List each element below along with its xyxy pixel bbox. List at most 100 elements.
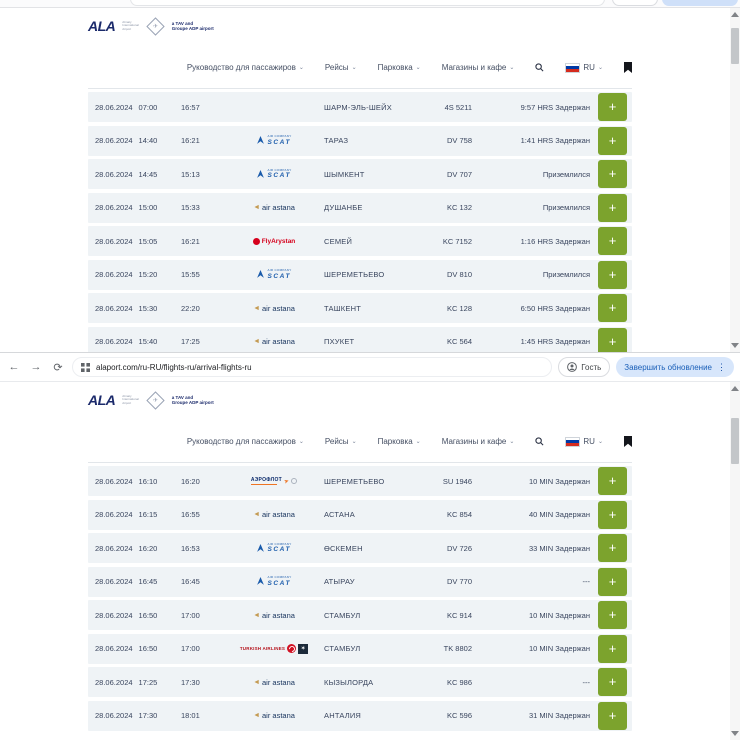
expand-flight-button[interactable]: + — [598, 126, 627, 155]
airport-logo[interactable]: ALA Almaty International Airport ✈ a TAV a… — [88, 16, 214, 36]
browser-toolbar: ← → ⟳ alaport.com/ru-RU/flights-ru/arriv… — [0, 352, 740, 382]
flight-status: 1:16 HRS Задержан — [520, 236, 590, 246]
scrollbar-thumb[interactable] — [731, 28, 739, 64]
expand-flight-button[interactable]: + — [598, 193, 627, 222]
scrollbar-down-arrow[interactable] — [731, 343, 739, 348]
flight-estimated-time: 17:00 — [181, 644, 200, 653]
ala-logo-text: ALA — [88, 392, 116, 408]
flight-row: 28.06.2024 15:00 15:33 ◄ air astana ДУШАНБ… — [88, 192, 632, 223]
flight-number: KC 854 — [446, 510, 472, 519]
expand-flight-button[interactable]: + — [598, 93, 627, 121]
site-info-icon[interactable] — [81, 362, 90, 372]
browser-chrome-top-remnant — [0, 0, 740, 8]
ala-logo-subtext: Almaty International Airport — [122, 19, 139, 31]
nav-shops-cafes[interactable]: Магазины и кафе ⌄ — [441, 63, 515, 72]
flight-status: 10 MIN Задержан — [528, 610, 590, 620]
tav-diamond-icon: ✈ — [146, 390, 165, 410]
address-bar[interactable]: alaport.com/ru-RU/flights-ru/arrival-fli… — [72, 357, 553, 377]
air-astana-logo: ◄ air astana — [253, 303, 295, 313]
flight-row: 28.06.2024 16:45 16:45 AIR COMPANY SCAT АТ… — [88, 566, 632, 597]
bookmark-icon[interactable] — [624, 62, 632, 73]
flight-estimated-time: 15:55 — [181, 270, 200, 279]
air-astana-bird-icon: ◄ — [253, 304, 260, 312]
expand-flight-button[interactable]: + — [598, 634, 627, 663]
browser-forward-button[interactable]: → — [30, 361, 42, 373]
nav-parking[interactable]: Парковка ⌄ — [377, 437, 421, 446]
nav-flights[interactable]: Рейсы ⌄ — [324, 437, 357, 446]
flight-status: 33 MIN Задержан — [528, 543, 590, 553]
flight-row: 28.06.2024 15:20 15:55 AIR COMPANY SCAT ШЕ… — [88, 259, 632, 290]
nav-parking[interactable]: Парковка ⌄ — [377, 63, 421, 72]
airline-logo-cell: AIR COMPANY SCAT — [229, 168, 319, 179]
flight-status: Приземлился — [542, 169, 590, 179]
expand-flight-button[interactable]: + — [598, 327, 627, 352]
flight-city: СТАМБУЛ — [324, 644, 361, 653]
nav-flights[interactable]: Рейсы ⌄ — [324, 63, 357, 72]
flight-status: 40 MIN Задержан — [528, 510, 590, 519]
scrollbar-down-arrow[interactable] — [731, 731, 739, 736]
expand-flight-button[interactable]: + — [598, 260, 627, 289]
search-icon[interactable] — [535, 63, 544, 72]
tav-diamond-icon: ✈ — [146, 16, 165, 36]
nav-shops-cafes[interactable]: Магазины и кафе ⌄ — [441, 437, 515, 446]
scrollbar[interactable] — [730, 8, 740, 352]
expand-flight-button[interactable]: + — [598, 294, 627, 322]
airline-logo-cell: AIR COMPANY SCAT — [229, 269, 319, 280]
expand-flight-button[interactable]: + — [598, 227, 627, 255]
expand-flight-button[interactable]: + — [598, 567, 627, 596]
flight-number: KC 986 — [446, 677, 472, 687]
scrollbar-up-arrow[interactable] — [731, 12, 739, 17]
browser-profile-button[interactable]: Гость — [558, 357, 611, 377]
flight-date-time: 28.06.2024 17:25 — [95, 677, 158, 687]
airport-logo[interactable]: ALA Almaty International Airport ✈ a TAV a… — [88, 390, 214, 410]
flight-estimated-time: 15:33 — [181, 203, 200, 212]
search-icon[interactable] — [535, 437, 544, 446]
browser-menu-icon[interactable]: ⋮ — [717, 361, 726, 372]
flight-number: KC 914 — [446, 610, 472, 620]
browser-back-button[interactable]: ← — [8, 361, 20, 373]
airline-logo-cell: AIR COMPANY SCAT — [229, 135, 319, 146]
flight-city: ДУШАНБЕ — [324, 203, 363, 212]
air-astana-bird-icon: ◄ — [253, 678, 260, 686]
airline-logo-cell: ◄ air astana — [229, 711, 319, 720]
scat-airline-logo: AIR COMPANY SCAT — [256, 168, 291, 179]
expand-flight-button[interactable]: + — [598, 701, 627, 730]
scat-airline-logo: AIR COMPANY SCAT — [256, 542, 291, 553]
arrivals-page-bottom: ALA Almaty International Airport ✈ a TAV a… — [0, 382, 730, 740]
air-astana-bird-icon: ◄ — [253, 204, 260, 211]
air-astana-bird-icon: ◄ — [253, 511, 260, 518]
language-selector[interactable]: RU ⌄ — [565, 62, 603, 73]
browser-update-button[interactable]: Завершить обновление ⋮ — [616, 357, 734, 377]
flight-city: ШЕРЕМЕТЬЕВО — [324, 270, 385, 279]
expand-flight-button[interactable]: + — [598, 668, 627, 696]
airline-logo-cell: ◄ air astana — [229, 611, 319, 620]
nav-passenger-guide[interactable]: Руководство для пассажиров ⌄ — [186, 437, 304, 446]
scrollbar[interactable] — [730, 382, 740, 740]
expand-flight-button[interactable]: + — [598, 160, 627, 188]
air-astana-logo: ◄ air astana — [253, 337, 295, 346]
bookmark-icon[interactable] — [624, 436, 632, 447]
flight-row: 28.06.2024 14:45 15:13 AIR COMPANY SCAT ШЫ… — [88, 159, 632, 189]
flight-city: ШАРМ-ЭЛЬ-ШЕЙХ — [324, 102, 392, 112]
airline-logo-cell: AIR COMPANY SCAT — [229, 542, 319, 553]
flight-date-time: 28.06.2024 14:40 — [95, 136, 158, 145]
flight-city: ТАШКЕНТ — [324, 303, 361, 313]
scrollbar-up-arrow[interactable] — [731, 386, 739, 391]
flight-city: СЕМЕЙ — [324, 236, 353, 246]
expand-flight-button[interactable]: + — [598, 500, 627, 529]
flight-row: 28.06.2024 16:10 16:20 АЭРОФЛОТ ➤ ШЕРЕМЕТЬ… — [88, 466, 632, 496]
expand-flight-button[interactable]: + — [598, 467, 627, 495]
update-button-label: Завершить обновление — [624, 362, 712, 372]
expand-flight-button[interactable]: + — [598, 534, 627, 562]
guest-profile-icon — [567, 362, 578, 372]
site-navigation: Руководство для пассажиров ⌄ Рейсы ⌄ Парко… — [88, 436, 632, 447]
browser-reload-button[interactable]: ⟳ — [53, 361, 63, 374]
star-alliance-icon: ✶ — [298, 643, 309, 654]
expand-flight-button[interactable]: + — [598, 601, 627, 629]
scrollbar-thumb[interactable] — [731, 418, 739, 464]
arrivals-page-top: ALA Almaty International Airport ✈ a TAV a… — [0, 8, 730, 352]
flight-status: 10 MIN Задержан — [528, 476, 590, 486]
language-selector[interactable]: RU ⌄ — [565, 436, 603, 447]
nav-passenger-guide[interactable]: Руководство для пассажиров ⌄ — [186, 63, 304, 72]
chevron-down-icon: ⌄ — [415, 438, 421, 445]
